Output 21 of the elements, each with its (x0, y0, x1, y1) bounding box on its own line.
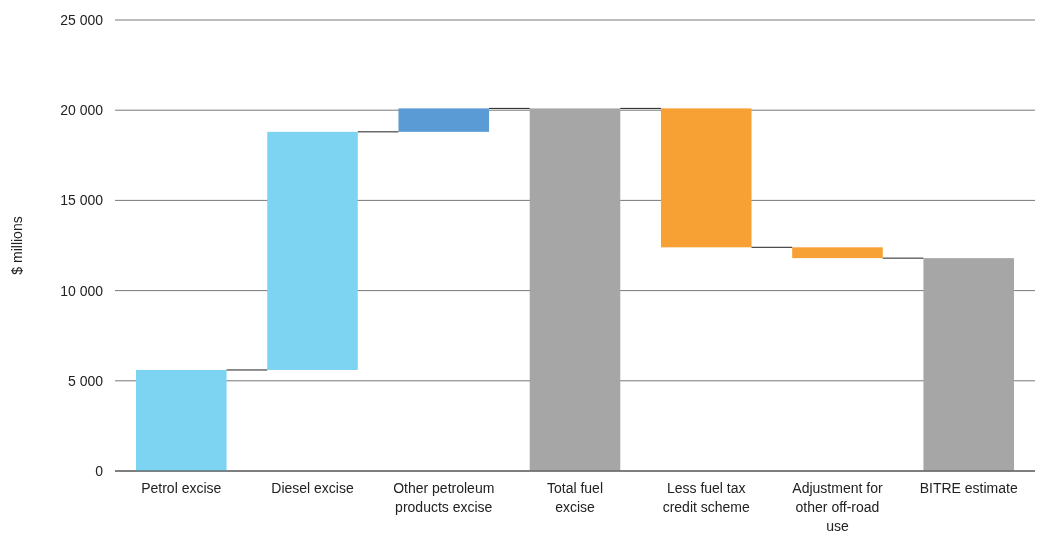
bar (136, 369, 227, 471)
x-tick-label: Total fuel excise (546, 480, 604, 515)
y-tick-label: 0 (95, 462, 104, 479)
bar (660, 108, 752, 248)
x-tick-label: Other petroleum products excise (393, 480, 495, 515)
y-tick-label: 5 000 (67, 372, 104, 389)
y-tick-label: 25 000 (60, 11, 104, 28)
bar (792, 247, 883, 259)
x-tick-label: Adjustment for other off-road use (792, 480, 883, 534)
y-axis-title: $ millions (9, 216, 25, 275)
x-tick-label: BITRE estimate (919, 480, 1018, 496)
bar (923, 258, 1014, 471)
bar (529, 108, 621, 471)
y-tick-label: 10 000 (60, 282, 104, 299)
x-tick-label: Diesel excise (271, 480, 354, 496)
bar (267, 131, 358, 370)
y-tick-label: 20 000 (60, 102, 104, 119)
x-tick-label: Less fuel tax credit scheme (662, 480, 751, 515)
x-tick-label: Petrol excise (141, 480, 222, 496)
y-tick-label: 15 000 (60, 192, 104, 209)
bar (398, 108, 490, 132)
